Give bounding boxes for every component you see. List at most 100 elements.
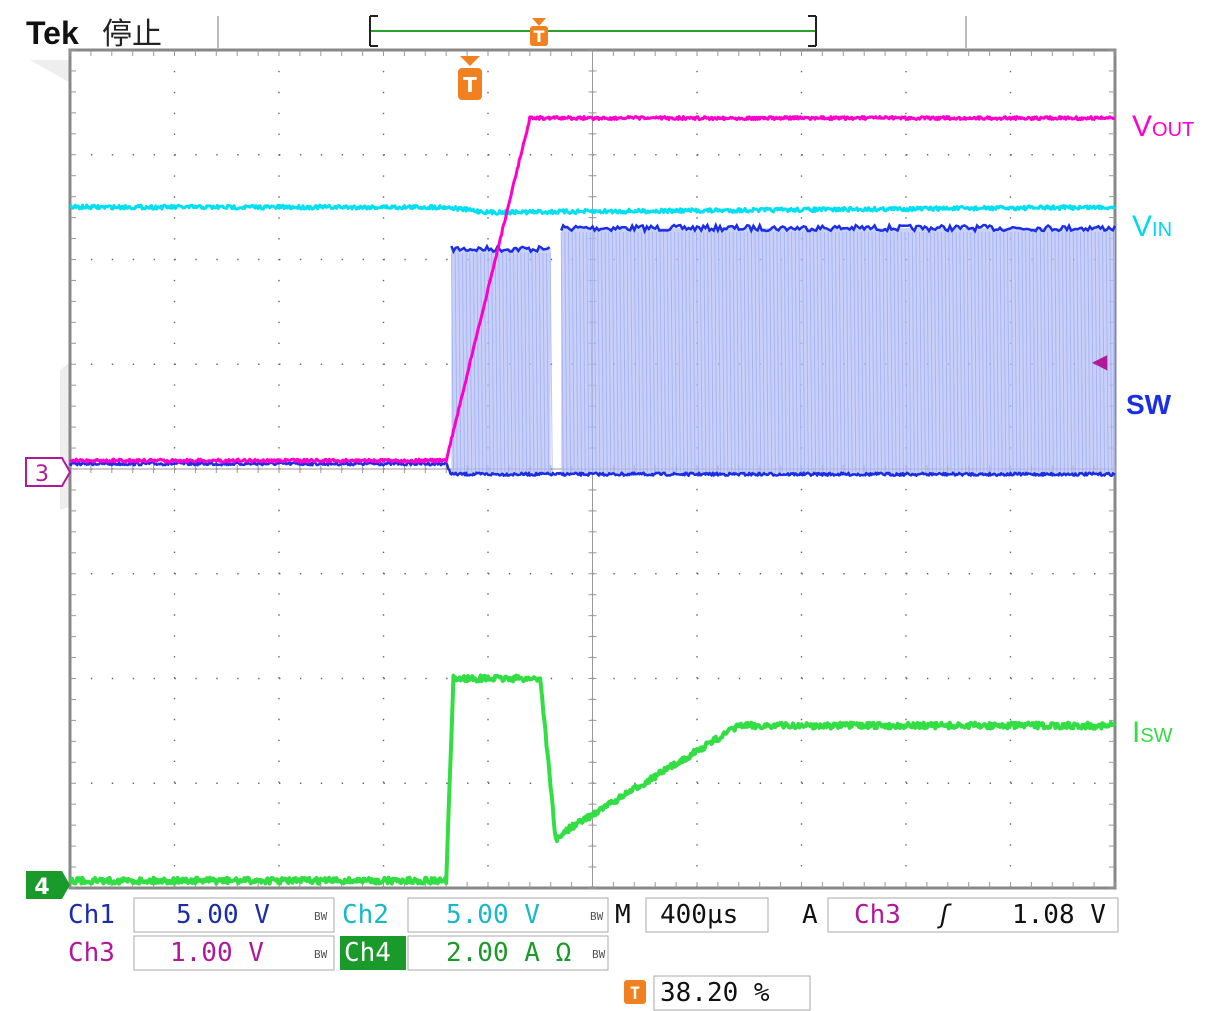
trace-isw — [69, 673, 1116, 886]
sw-streak — [922, 232, 926, 473]
trigger-box — [827, 897, 1119, 933]
sw-streak — [725, 232, 729, 473]
sw-streak — [1003, 232, 1007, 473]
sw-streak — [838, 232, 842, 473]
ch3-name: Ch3 — [68, 938, 115, 968]
sw-streak — [845, 232, 850, 473]
trigger-edge-icon: ʃ — [937, 900, 952, 930]
sw-streak — [787, 232, 791, 473]
ch4-name: Ch4 — [344, 938, 391, 968]
sw-streak — [633, 232, 637, 473]
sw-streak — [988, 232, 992, 473]
sw-streak — [670, 232, 674, 473]
sw-streak — [480, 253, 484, 473]
sw-streak — [962, 232, 967, 473]
sw-streak — [783, 232, 787, 473]
sw-streak — [520, 253, 524, 473]
sw-streak — [823, 232, 828, 473]
sw-streak — [809, 232, 813, 473]
sw-streak — [973, 232, 978, 473]
sw-streak — [560, 232, 564, 473]
sw-streak — [1069, 232, 1073, 473]
sw-streak — [849, 232, 853, 473]
sw-streak — [966, 232, 970, 473]
sw-streak — [776, 232, 780, 473]
trigger-position-readout-icon: T — [624, 980, 646, 1004]
sw-streak — [882, 232, 886, 473]
sw-streak — [659, 232, 663, 473]
svg-text:3: 3 — [35, 462, 49, 487]
sw-streak — [674, 232, 678, 473]
sw-envelope-band — [561, 228, 1115, 475]
sw-streak — [513, 253, 517, 473]
ch3-bw: BW — [314, 948, 328, 961]
sw-streak — [593, 232, 597, 473]
sw-streak — [959, 232, 963, 473]
sw-streak — [666, 232, 670, 473]
sw-streak — [491, 253, 495, 473]
trigger-prefix: A — [802, 900, 818, 930]
ch4-value-box — [407, 935, 609, 971]
sw-streak — [955, 232, 959, 473]
sw-streak — [600, 232, 604, 473]
trigger-position-box — [653, 975, 811, 1011]
sw-streak — [688, 232, 692, 473]
sw-streak — [984, 232, 989, 473]
sw-top-edge — [450, 243, 551, 255]
sw-streak — [703, 232, 707, 473]
sw-streak — [1010, 232, 1014, 473]
sw-streak — [867, 232, 871, 473]
sw-streak — [1058, 232, 1062, 473]
trigger-source: Ch3 — [854, 900, 901, 930]
sw-streak — [575, 232, 579, 473]
ch4-name-bg — [340, 936, 406, 970]
sw-streak — [509, 253, 513, 473]
sw-streak — [589, 232, 593, 473]
sw-streak — [1112, 232, 1117, 473]
sw-streak — [1017, 232, 1021, 473]
sw-streak — [1006, 232, 1010, 473]
sw-streak — [1065, 232, 1069, 473]
sw-streak — [1109, 232, 1113, 473]
sw-streak — [692, 232, 696, 473]
sw-streak — [571, 232, 575, 473]
sw-streak — [853, 232, 857, 473]
sw-streak — [531, 253, 535, 473]
sw-streak — [886, 232, 890, 473]
sw-streak — [465, 253, 469, 473]
timebase-box — [645, 897, 769, 933]
sw-streak — [970, 232, 974, 473]
sw-streak — [458, 253, 462, 473]
sw-switching-envelope — [450, 221, 1117, 475]
sw-streak — [736, 232, 740, 473]
sw-streak — [611, 232, 615, 473]
ch1-name: Ch1 — [68, 900, 115, 930]
sw-streak — [897, 232, 901, 473]
sw-streak — [538, 253, 542, 473]
sw-streak — [626, 232, 630, 473]
ch3-value-box — [133, 935, 335, 971]
sw-streak — [754, 232, 758, 473]
record-position-bar — [369, 15, 817, 47]
acquisition-state: 停止 — [102, 17, 162, 52]
sw-streak — [802, 232, 806, 473]
sw-streak — [1054, 232, 1058, 473]
sw-top-edge — [560, 221, 1117, 235]
trace-vout — [68, 115, 1116, 464]
sw-streak — [1094, 232, 1098, 473]
sw-streak — [926, 232, 930, 473]
trigger-position-icon: T — [458, 56, 482, 100]
sw-streak — [1050, 232, 1054, 473]
sw-streak — [794, 232, 798, 473]
sw-streak — [933, 232, 937, 473]
sw-streak — [904, 232, 908, 473]
sw-streak — [1039, 232, 1043, 473]
sw-streak — [1101, 232, 1106, 473]
vin-label: VIN — [1132, 210, 1172, 243]
svg-text:T: T — [463, 73, 477, 97]
sw-streak — [582, 232, 586, 473]
sw-streak — [637, 232, 641, 473]
sw-streak — [827, 232, 831, 473]
sw-streak — [677, 232, 681, 473]
sw-streak — [937, 232, 941, 473]
